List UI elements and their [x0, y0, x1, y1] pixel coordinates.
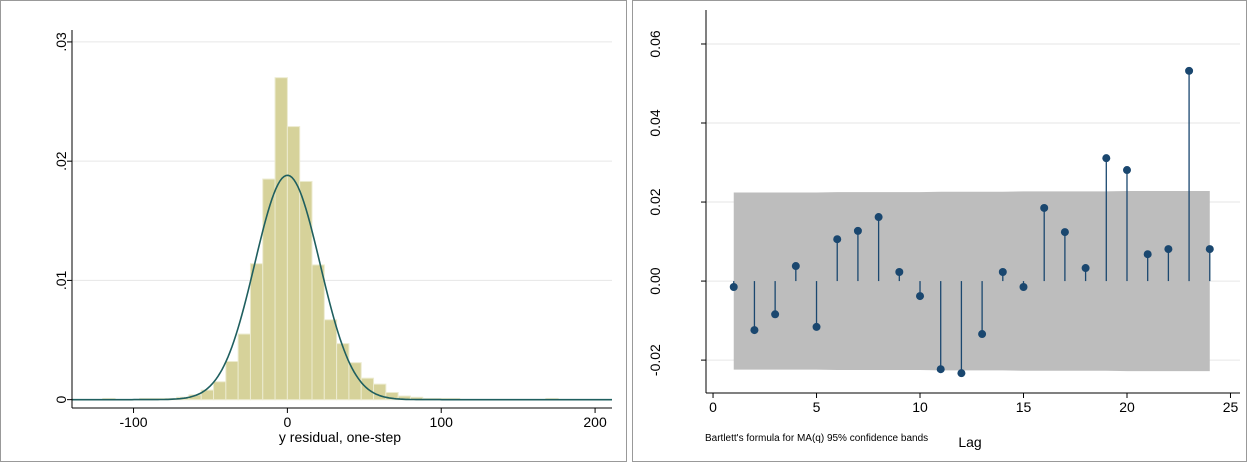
y-tick-label: .03 — [53, 32, 69, 52]
y-tick-label: 0.04 — [647, 109, 663, 136]
point — [1102, 154, 1111, 163]
y-tick-label: -0.02 — [647, 344, 663, 376]
point — [812, 322, 821, 331]
x-axis-label: y residual, one-step — [279, 429, 401, 445]
point — [729, 283, 738, 292]
bar — [225, 360, 239, 401]
point — [853, 226, 862, 235]
x-axis-label: Lag — [958, 434, 981, 450]
point — [916, 292, 925, 301]
point — [791, 262, 800, 271]
x-tick-label: 200 — [583, 414, 607, 430]
bar — [323, 319, 338, 401]
bar — [299, 180, 313, 401]
x-tick-label: 20 — [1119, 399, 1135, 415]
bar — [213, 381, 227, 401]
point — [998, 267, 1007, 276]
y-tick-label: .01 — [53, 270, 69, 290]
density-curve — [72, 174, 612, 401]
point — [750, 326, 759, 335]
y-tick-label: 0.02 — [647, 188, 663, 215]
x-tick-label: 100 — [430, 414, 454, 430]
plot — [706, 43, 1240, 378]
x-tick-label: 25 — [1223, 399, 1239, 415]
x-tick-label: 0 — [709, 399, 717, 415]
point — [1185, 66, 1194, 75]
y-tick-label: .02 — [53, 151, 69, 171]
x-tick-label: 15 — [1016, 399, 1032, 415]
point — [771, 310, 780, 319]
bar — [249, 263, 264, 401]
plot — [72, 41, 612, 401]
bar — [311, 264, 325, 401]
point — [1060, 228, 1069, 237]
y-tick-label: 0 — [53, 396, 69, 404]
point — [1164, 245, 1173, 254]
point — [1081, 264, 1090, 273]
point — [1019, 283, 1028, 292]
point — [1143, 250, 1152, 259]
x-tick-label: 10 — [912, 399, 928, 415]
bar — [286, 126, 301, 401]
y-tick-label: 0.06 — [647, 30, 663, 57]
point — [978, 330, 987, 339]
point — [1205, 245, 1214, 254]
x-tick-label: 5 — [813, 399, 821, 415]
y-tick-label: 0.00 — [647, 267, 663, 294]
point — [895, 267, 904, 276]
point — [957, 369, 966, 378]
point — [1040, 203, 1049, 212]
point — [1122, 166, 1131, 175]
bar — [262, 178, 276, 401]
bar — [274, 77, 288, 401]
x-tick-label: 0 — [283, 414, 291, 430]
bar — [237, 333, 251, 401]
point — [833, 235, 842, 244]
note: Bartlett's formula for MA(q) 95% confide… — [705, 433, 928, 444]
confidence-band — [733, 190, 1210, 372]
bar — [336, 343, 350, 401]
x-tick-label: -100 — [120, 414, 148, 430]
point — [936, 365, 945, 374]
point — [874, 213, 883, 222]
